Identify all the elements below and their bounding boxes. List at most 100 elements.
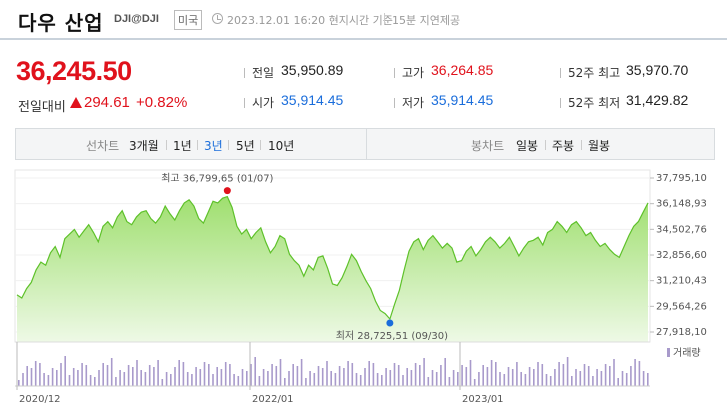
volume-bar — [393, 363, 396, 386]
current-price: 36,245.50 — [16, 56, 132, 86]
volume-bar — [634, 359, 636, 386]
stat-divider — [394, 68, 395, 78]
low-marker — [386, 319, 394, 327]
volume-bar — [56, 370, 58, 386]
volume-bar — [161, 379, 164, 386]
volume-bar — [262, 369, 265, 386]
period-5y-button[interactable]: 5년 — [236, 139, 255, 153]
period-3m-button[interactable]: 3개월 — [129, 139, 159, 153]
volume-bar — [435, 372, 438, 386]
volume-bar — [330, 371, 332, 386]
volume-bar — [473, 379, 476, 386]
volume-bar — [617, 378, 619, 386]
volume-bar — [389, 370, 392, 386]
volume-bar — [410, 370, 413, 386]
stat-high-value: 36,264.85 — [431, 62, 494, 78]
volume-bar — [77, 370, 79, 386]
volume-bar — [444, 358, 446, 386]
volume-bar — [292, 364, 294, 386]
volume-bar — [102, 363, 104, 386]
volume-bar — [94, 377, 96, 386]
volume-bar — [313, 373, 316, 386]
control-divider — [260, 140, 261, 150]
volume-bar — [402, 375, 404, 386]
period-10y-button[interactable]: 10년 — [268, 139, 295, 153]
volume-bar — [89, 375, 92, 386]
volume-bar — [275, 366, 278, 386]
y-tick-label: 27,918,10 — [656, 327, 707, 338]
volume-bar — [507, 367, 510, 386]
control-divider — [197, 140, 198, 150]
volume-bar — [625, 373, 628, 386]
volume-bar — [284, 378, 286, 386]
volume-bar — [381, 375, 383, 386]
control-divider — [166, 140, 167, 150]
candle-weekly-button[interactable]: 주봉 — [552, 139, 575, 153]
change-label: 전일대비 — [18, 100, 66, 115]
volume-bar — [359, 375, 362, 386]
y-tick-label: 36,148,93 — [656, 199, 707, 210]
candle-chart-label: 봉차트 — [471, 139, 505, 153]
volume-bar — [220, 369, 223, 386]
volume-bar — [368, 361, 370, 386]
volume-bar — [165, 372, 168, 386]
volume-bar — [419, 365, 421, 386]
low-annotation: 최저 28,725,51 (09/30) — [336, 330, 448, 342]
price-chart[interactable]: 37,795,10 36,148,93 34,502,76 32,856,60 31,2… — [0, 160, 727, 417]
volume-bar — [34, 361, 37, 386]
control-divider — [228, 140, 229, 150]
stat-divider — [244, 98, 245, 108]
volume-bar — [490, 360, 493, 386]
change-percent: +0.82% — [136, 94, 188, 111]
volume-bar — [199, 369, 202, 386]
stat-high-label: 고가 — [402, 66, 425, 80]
volume-bar — [288, 371, 290, 386]
stat-52w-low-label: 52주 최저 — [568, 96, 621, 110]
volume-bar — [258, 376, 261, 386]
volume-bar — [579, 371, 582, 386]
volume-bar — [136, 360, 138, 386]
volume-bar — [566, 357, 569, 386]
y-tick-label: 29,564,26 — [656, 301, 707, 312]
volume-bar — [587, 366, 590, 386]
volume-bar — [499, 372, 501, 386]
volume-bar — [554, 369, 556, 386]
y-tick-label: 32,856,60 — [656, 250, 707, 261]
volume-bar — [452, 370, 455, 386]
volume-bar — [157, 360, 159, 386]
volume-bar — [30, 368, 33, 386]
volume-bar — [195, 367, 197, 386]
volume-bar — [338, 366, 341, 386]
stat-low-label: 저가 — [402, 96, 425, 110]
volume-bar — [241, 369, 244, 386]
volume-bar — [229, 364, 231, 386]
volume-bar — [465, 367, 468, 386]
period-1y-button[interactable]: 1년 — [173, 139, 192, 153]
volume-bar — [18, 380, 20, 386]
volume-bar — [495, 362, 497, 386]
volume-bar — [250, 364, 252, 386]
volume-bar — [51, 368, 54, 386]
volume-bar — [300, 359, 303, 386]
volume-bar — [39, 363, 41, 386]
volume-bar — [106, 365, 109, 386]
volume-bar — [212, 374, 214, 386]
x-tick-label: 2022/01 — [252, 394, 294, 405]
candle-monthly-button[interactable]: 월봉 — [588, 139, 611, 153]
volume-bar — [68, 375, 71, 386]
volume-bar — [613, 359, 615, 386]
volume-legend-swatch — [667, 348, 670, 357]
y-tick-label: 31,210,43 — [656, 276, 707, 287]
volume-bar — [22, 373, 24, 386]
high-annotation: 최고 36,799,65 (01/07) — [161, 173, 273, 185]
stat-52w-low-value: 31,429.82 — [626, 92, 689, 108]
volume-bar — [486, 367, 489, 386]
volume-bar — [503, 374, 506, 386]
volume-bar — [482, 365, 484, 386]
high-marker — [223, 187, 231, 195]
volume-bar — [609, 366, 611, 386]
volume-bar — [440, 365, 442, 386]
clock-icon — [212, 13, 223, 24]
period-3y-button[interactable]: 3년 — [204, 139, 223, 153]
candle-daily-button[interactable]: 일봉 — [516, 139, 539, 153]
